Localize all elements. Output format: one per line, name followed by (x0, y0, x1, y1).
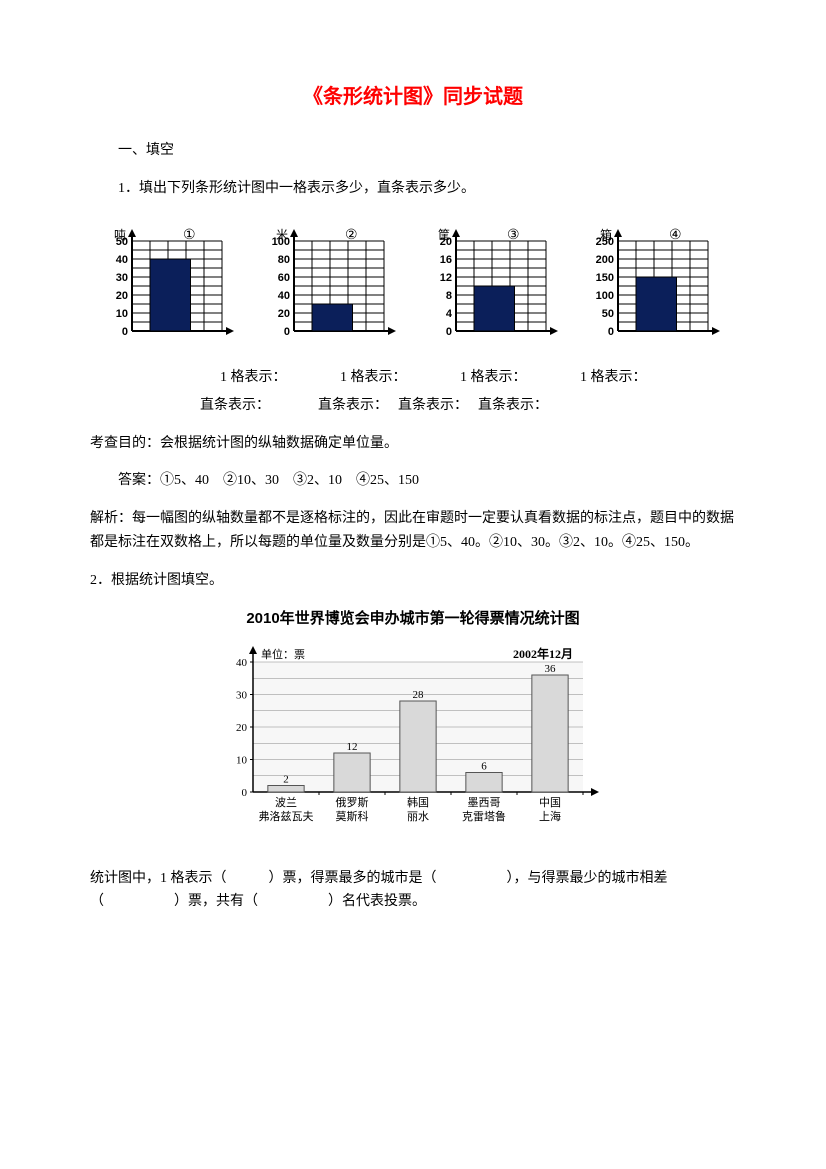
svg-text:4: 4 (446, 308, 453, 320)
svg-text:20: 20 (236, 722, 248, 734)
q2-fill: 统计图中，1 格表示（ ）票，得票最多的城市是（ ），与得票最少的城市相差（ ）… (90, 867, 736, 915)
mini-chart-1: 01020304050吨① (100, 221, 240, 356)
svg-text:波兰: 波兰 (275, 796, 297, 809)
svg-text:40: 40 (278, 290, 290, 302)
svg-text:0: 0 (242, 787, 248, 799)
svg-text:0: 0 (284, 326, 290, 338)
mini-chart-4: 050100150200250箱④ (586, 221, 726, 356)
svg-text:2002年12月: 2002年12月 (513, 646, 573, 661)
svg-text:单位：票: 单位：票 (261, 647, 305, 661)
bar-label-row: 直条表示： 直条表示： 直条表示： 直条表示： (200, 394, 736, 414)
chart2-wrap: 2010年世界博览会申办城市第一轮得票情况统计图 0 10 20 30 40 单位：票 200… (90, 607, 736, 847)
svg-text:②: ② (345, 228, 358, 243)
svg-text:40: 40 (116, 254, 128, 266)
svg-text:筐: 筐 (438, 227, 450, 242)
chart2-title: 2010年世界博览会申办城市第一轮得票情况统计图 (203, 607, 623, 628)
svg-text:10: 10 (236, 754, 248, 766)
svg-text:上海: 上海 (539, 809, 561, 823)
svg-text:2: 2 (283, 773, 289, 785)
svg-text:100: 100 (596, 290, 614, 302)
svg-text:50: 50 (602, 308, 614, 320)
svg-text:莫斯科: 莫斯科 (336, 809, 369, 823)
svg-text:12: 12 (440, 272, 452, 284)
svg-text:①: ① (183, 228, 196, 243)
svg-text:丽水: 丽水 (407, 810, 429, 823)
svg-text:40: 40 (236, 657, 248, 669)
svg-text:10: 10 (116, 308, 128, 320)
svg-text:150: 150 (596, 272, 614, 284)
svg-text:墨西哥: 墨西哥 (468, 796, 501, 809)
page-title: 《条形统计图》同步试题 (90, 80, 736, 109)
q1-text: 1．填出下列条形统计图中一格表示多少，直条表示多少。 (90, 177, 736, 201)
svg-text:③: ③ (507, 228, 520, 243)
svg-text:中国: 中国 (539, 796, 561, 809)
svg-text:16: 16 (440, 254, 452, 266)
grid-label-row: 1 格表示： 1 格表示： 1 格表示： 1 格表示： (220, 366, 736, 386)
grid-label-2: 1 格表示： (340, 366, 460, 386)
bar-label-1: 直条表示： (200, 394, 270, 414)
svg-text:200: 200 (596, 254, 614, 266)
chart2: 2010年世界博览会申办城市第一轮得票情况统计图 0 10 20 30 40 单位：票 200… (203, 607, 623, 847)
q1-analysis: 解析：每一幅图的纵轴数量都不是逐格标注的，因此在审题时一定要认真看数据的标注点，… (90, 507, 736, 555)
svg-text:克雷塔鲁: 克雷塔鲁 (462, 809, 506, 823)
q1-answer: 答案：①5、40 ②10、30 ③2、10 ④25、150 (90, 469, 736, 493)
grid-label-3: 1 格表示： (460, 366, 580, 386)
bar-label-2: 直条表示： (318, 394, 388, 414)
svg-text:俄罗斯: 俄罗斯 (336, 796, 369, 809)
svg-text:米: 米 (276, 228, 288, 242)
q1-purpose: 考查目的：会根据统计图的纵轴数据确定单位量。 (90, 432, 736, 456)
svg-text:60: 60 (278, 272, 290, 284)
svg-text:0: 0 (446, 326, 452, 338)
svg-text:20: 20 (116, 290, 128, 302)
svg-text:28: 28 (413, 689, 425, 701)
svg-text:8: 8 (446, 290, 452, 302)
svg-text:80: 80 (278, 254, 290, 266)
bar-label-4: 直条表示： (478, 394, 548, 414)
q2-text: 2．根据统计图填空。 (90, 569, 736, 593)
svg-text:④: ④ (669, 228, 682, 243)
grid-label-1: 1 格表示： (220, 366, 340, 386)
svg-text:0: 0 (608, 326, 614, 338)
bar-label-3: 直条表示： (398, 394, 468, 414)
svg-text:0: 0 (122, 326, 128, 338)
svg-text:30: 30 (236, 689, 248, 701)
svg-text:20: 20 (278, 308, 290, 320)
svg-text:箱: 箱 (600, 227, 612, 242)
mini-charts-row: 01020304050吨①020406080100米②048121620筐③05… (90, 221, 736, 356)
svg-text:弗洛兹瓦夫: 弗洛兹瓦夫 (259, 809, 314, 823)
mini-chart-3: 048121620筐③ (424, 221, 564, 356)
svg-text:36: 36 (545, 663, 557, 675)
grid-label-4: 1 格表示： (580, 366, 700, 386)
svg-text:30: 30 (116, 272, 128, 284)
svg-text:12: 12 (347, 741, 358, 753)
svg-text:6: 6 (481, 760, 487, 772)
svg-text:韩国: 韩国 (407, 795, 429, 809)
mini-chart-2: 020406080100米② (262, 221, 402, 356)
section-heading: 一、填空 (90, 139, 736, 163)
svg-text:吨: 吨 (114, 228, 126, 242)
